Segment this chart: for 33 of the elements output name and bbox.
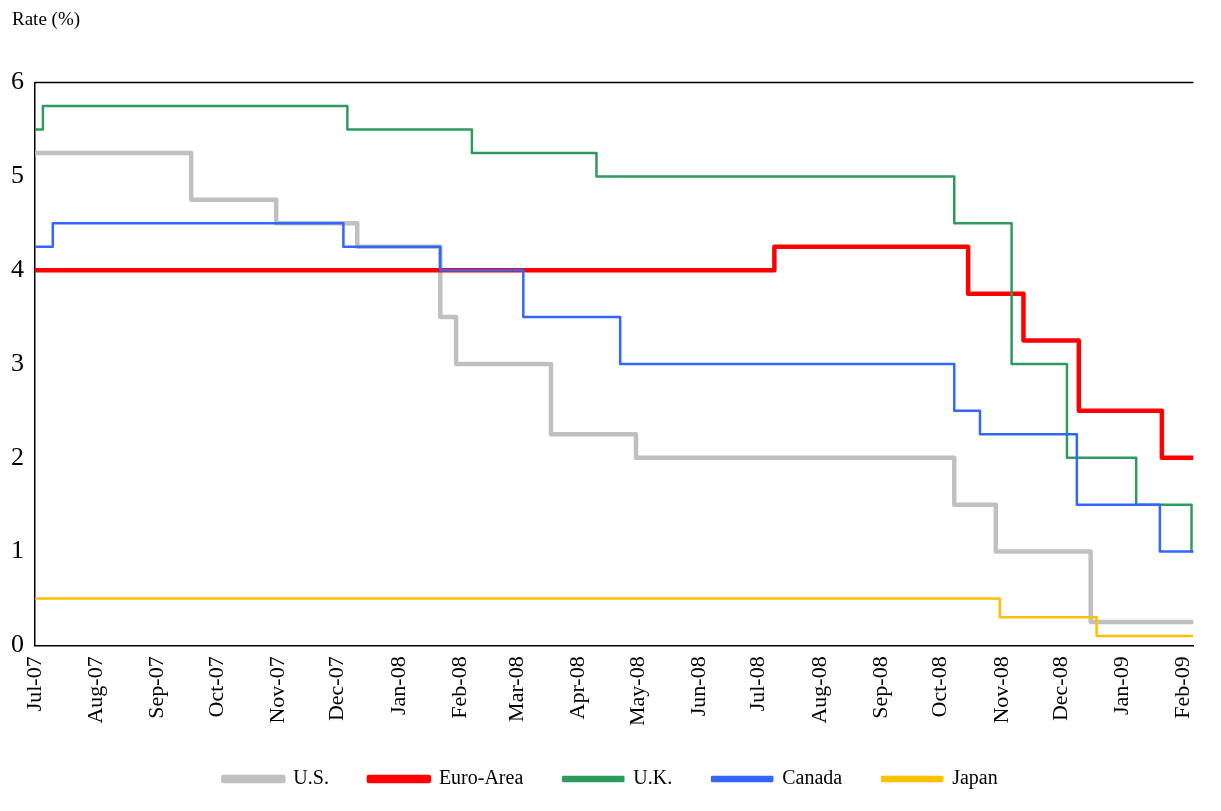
- legend-label: Japan: [952, 766, 998, 790]
- x-tick-label: Sep-08: [866, 656, 892, 719]
- x-tick-label: Jun-08: [685, 656, 711, 717]
- x-tick-label: Oct-07: [202, 656, 228, 718]
- x-tick-label: Dec-08: [1046, 656, 1072, 722]
- x-tick-label: Jul-08: [744, 656, 770, 712]
- x-tick-label: Nov-07: [263, 656, 289, 724]
- y-axis-title: Rate (%): [11, 8, 82, 31]
- x-tick-label: Oct-08: [926, 656, 952, 718]
- x-tick-label: Apr-08: [564, 656, 590, 720]
- y-tick-label: 6: [11, 66, 24, 96]
- x-tick-label: Aug-08: [805, 656, 831, 724]
- x-tick-label: Feb-09: [1169, 656, 1195, 719]
- y-tick-label: 2: [11, 441, 24, 471]
- x-tick-label: Jul-07: [20, 656, 46, 712]
- y-tick-label: 4: [11, 254, 24, 284]
- x-tick-label: Aug-07: [82, 656, 108, 724]
- x-tick-label: Dec-07: [323, 656, 349, 722]
- y-tick-label: 0: [11, 629, 24, 659]
- y-tick-label: 3: [11, 347, 24, 377]
- legend-label: U.K.: [633, 766, 673, 789]
- x-tick-label: Feb-08: [445, 656, 471, 719]
- x-tick-label: May-08: [623, 656, 649, 726]
- legend-label: U.S.: [293, 766, 329, 789]
- x-tick-label: Mar-08: [503, 656, 529, 722]
- y-tick-label: 1: [11, 535, 24, 565]
- legend-label: Euro-Area: [438, 766, 524, 789]
- x-tick-label: Jan-08: [384, 656, 410, 715]
- x-tick-label: Sep-07: [143, 656, 169, 719]
- legend-label: Canada: [782, 766, 843, 789]
- x-tick-label: Jan-09: [1108, 656, 1134, 715]
- y-tick-label: 5: [11, 160, 24, 190]
- x-tick-label: Nov-08: [987, 656, 1013, 724]
